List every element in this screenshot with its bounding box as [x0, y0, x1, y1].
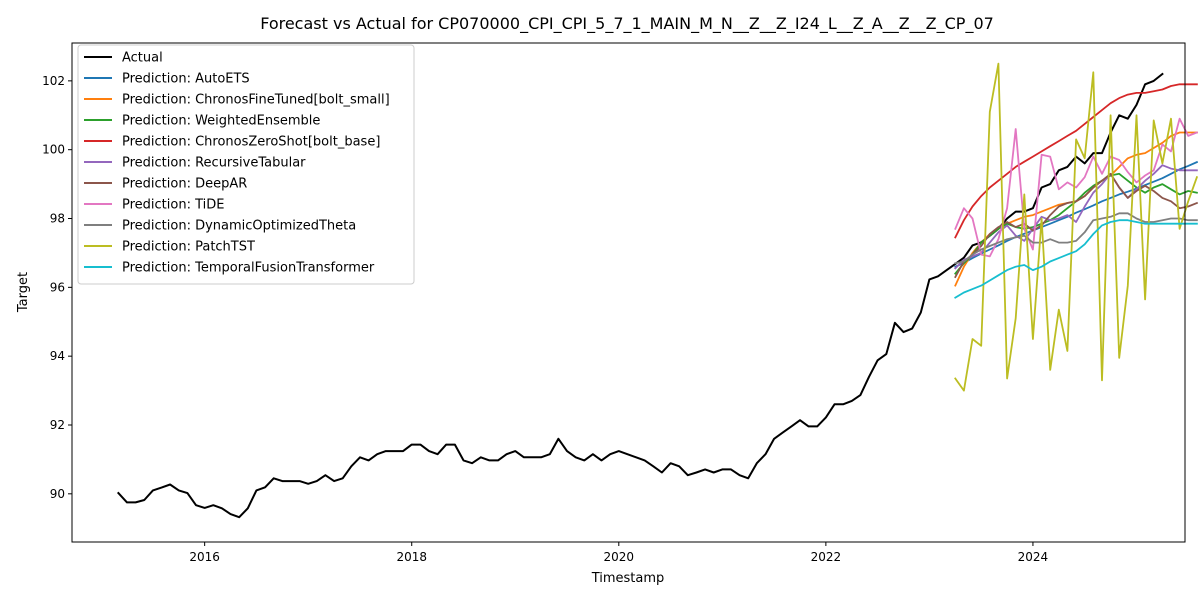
- chart-title: Forecast vs Actual for CP070000_CPI_CPI_…: [260, 14, 994, 34]
- y-tick-label-0: 90: [50, 487, 65, 501]
- legend-label-8: Prediction: DynamicOptimizedTheta: [122, 219, 356, 234]
- x-tick-label-4: 2024: [1018, 550, 1049, 564]
- legend-label-6: Prediction: DeepAR: [122, 177, 247, 192]
- legend-label-5: Prediction: RecursiveTabular: [122, 156, 306, 171]
- legend-label-4: Prediction: ChronosZeroShot[bolt_base]: [122, 135, 380, 150]
- series-line-7: [954, 117, 1199, 258]
- plot-frame: [71, 42, 1186, 543]
- series-line-6: [954, 172, 1199, 279]
- legend-box: [77, 44, 415, 285]
- x-axis: 2016 2018 2020 2022 2024: [189, 542, 1048, 564]
- legend-label-2: Prediction: ChronosFineTuned[bolt_small]: [122, 93, 390, 108]
- legend-label-9: Prediction: PatchTST: [122, 240, 255, 255]
- y-tick-label-2: 94: [50, 349, 65, 363]
- series-line-5: [954, 164, 1198, 270]
- y-tick-label-5: 100: [42, 143, 65, 157]
- x-tick-label-2: 2020: [604, 550, 635, 564]
- series-line-9: [954, 62, 1199, 392]
- y-tick-label-1: 92: [50, 418, 65, 432]
- legend: Actual Prediction: AutoETS Prediction: Chr…: [77, 44, 415, 285]
- legend-label-3: Prediction: WeightedEnsemble: [122, 114, 320, 129]
- x-tick-label-0: 2016: [189, 550, 220, 564]
- y-tick-label-3: 96: [50, 280, 65, 294]
- x-tick-label-3: 2022: [811, 550, 842, 564]
- x-axis-label: Timestamp: [591, 571, 665, 586]
- y-axis-label: Target: [16, 272, 31, 313]
- series-line-8: [954, 212, 1198, 265]
- y-tick-label-4: 98: [50, 212, 65, 226]
- series-line-4: [954, 83, 1198, 239]
- y-axis: 90 92 94 96 98 100 102: [42, 74, 72, 501]
- legend-label-0: Actual: [122, 51, 163, 66]
- y-tick-label-6: 102: [42, 74, 65, 88]
- legend-label-10: Prediction: TemporalFusionTransformer: [122, 261, 375, 276]
- series-layer: [116, 62, 1199, 519]
- series-line-10: [954, 219, 1198, 299]
- x-tick-label-1: 2018: [396, 550, 427, 564]
- legend-label-7: Prediction: TiDE: [122, 198, 224, 213]
- legend-label-1: Prediction: AutoETS: [122, 72, 250, 87]
